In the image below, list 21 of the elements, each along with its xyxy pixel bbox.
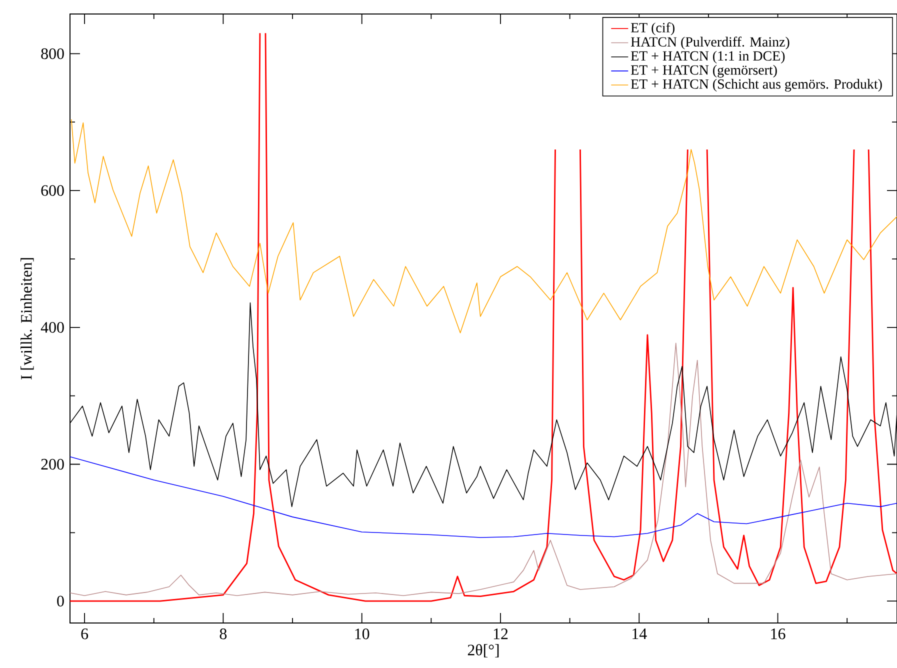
- x-tick-label: 16: [771, 628, 786, 640]
- x-tick-label: 14: [632, 628, 647, 640]
- legend-label: ET + HATCN (gemörsert): [630, 64, 777, 78]
- x-tick-label: 12: [494, 628, 508, 640]
- x-tick-label: 6: [81, 628, 88, 640]
- line-series: [70, 456, 897, 538]
- line-series: [70, 342, 897, 596]
- legend-label: ET + HATCN (1:1 in DCE): [630, 50, 785, 64]
- y-axis-title: I [willk. Einheiten]: [20, 258, 34, 380]
- x-tick-label: 8: [220, 628, 227, 640]
- x-tick-label: 10: [355, 628, 370, 640]
- y-tick-label: 400: [40, 322, 64, 333]
- legend-label: ET (cif): [630, 22, 674, 36]
- line-series: [70, 118, 897, 334]
- y-tick-label: 200: [41, 458, 64, 470]
- y-tick-label: 800: [41, 48, 64, 60]
- legend-label: ET + HATCN (Schicht aus gemörs. Produkt): [630, 78, 882, 92]
- legend-label: HATCN (Pulverdiff. Mainz): [630, 36, 790, 50]
- y-tick-label: 0: [57, 596, 64, 606]
- y-tick-label: 600: [41, 185, 64, 196]
- x-axis-title: 2θ[°]: [468, 644, 499, 658]
